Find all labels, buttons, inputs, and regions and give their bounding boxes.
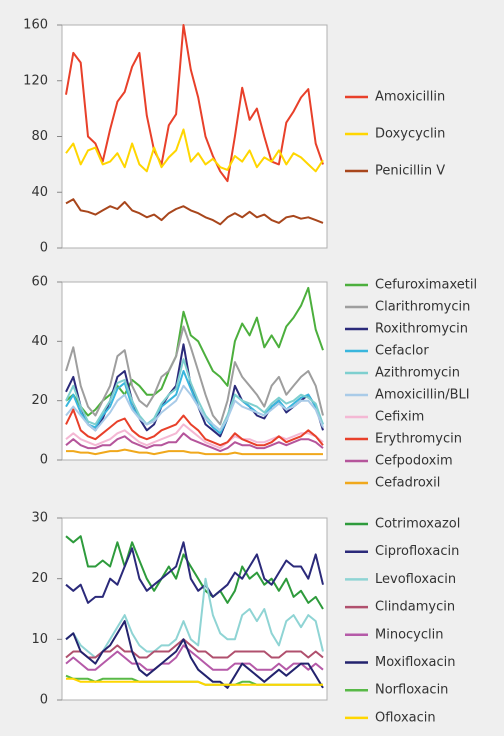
legend-label: Azithromycin [375,366,460,381]
series-line [65,620,324,689]
series-line [65,408,324,447]
legend-label: Ofloxacin [375,710,436,725]
legend-label: Amoxicillin/BLI [375,388,470,403]
legend-label: Clindamycin [375,600,455,615]
series-line [65,432,324,453]
legend-label: Roxithromycin [375,322,468,337]
y-tick-label: 30 [31,511,48,526]
y-tick-label: 0 [40,453,48,468]
series-line [65,370,324,435]
y-tick-label: 0 [40,693,48,708]
legend-label: Norfloxacin [375,683,448,698]
series-line [65,638,324,659]
legend-label: Erythromycin [375,432,462,447]
series-line [65,535,324,610]
series-line [65,198,324,226]
y-tick-label: 20 [31,571,48,586]
series-line [65,128,324,173]
legend-label: Cefpodoxim [375,454,453,469]
legend-label: Amoxicillin [375,90,445,105]
series-line [65,358,324,432]
series-line [66,448,323,456]
y-tick-label: 60 [31,275,48,290]
y-tick-label: 80 [31,129,48,144]
y-tick-label: 40 [31,185,48,200]
legend-label: Doxycyclin [375,127,445,142]
y-tick-label: 20 [31,393,48,408]
legend-label: Ciprofloxacin [375,544,459,559]
y-tick-label: 40 [31,334,48,349]
legend-label: Minocyclin [375,627,443,642]
legend-label: Cefuroximaxetil [375,278,477,293]
series-line [65,24,324,183]
y-tick-label: 120 [23,73,48,88]
legend-label: Cefadroxil [375,476,440,491]
legend-label: Clarithromycin [375,300,470,315]
series-line [65,541,324,604]
series-line [65,384,324,432]
y-tick-label: 10 [31,632,48,647]
legend-label: Cefixim [375,410,424,425]
legend-label: Levofloxacin [375,572,456,587]
series-line [65,577,324,659]
series-line [65,325,324,426]
legend-label: Cotrimoxazol [375,517,460,532]
plot-area [61,24,328,249]
series-line [65,286,324,417]
series-line [66,677,323,686]
series-line [65,644,324,671]
legend-label: Cefaclor [375,344,429,359]
plot-area [61,517,328,701]
y-tick-label: 160 [23,18,48,33]
legend-label: Moxifloxacin [375,655,455,670]
legend-label: Penicillin V [375,164,445,179]
y-tick-label: 0 [40,241,48,256]
